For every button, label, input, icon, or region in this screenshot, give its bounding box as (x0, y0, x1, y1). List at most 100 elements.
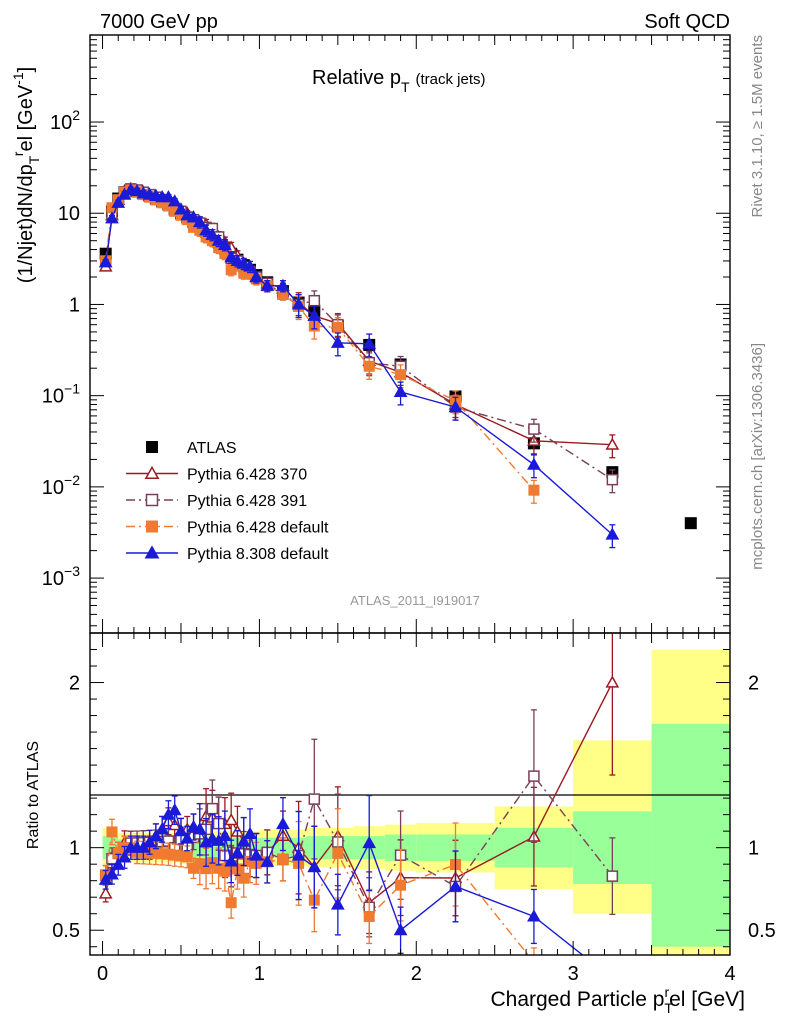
main-y-tick-label: 10−2 (42, 472, 80, 499)
ratio-series-3-point (106, 826, 118, 838)
series-4-line (105, 189, 613, 536)
series-4-point (236, 256, 251, 269)
x-tick-label: 1 (254, 963, 265, 985)
plot-title: Relative pT (track jets) (312, 67, 486, 95)
ratio-plot-panel: 0.5 0.5 1 1 2 2 0 1 2 3 4 Ratio to ATLAS Charged P… (25, 632, 776, 1016)
ratio-series-4-point (180, 831, 195, 844)
legend-marker-3 (146, 520, 158, 533)
ratio-series-4-point (236, 834, 251, 847)
series-4-point (218, 237, 232, 250)
legend-label-0: ATLAS (187, 440, 237, 457)
series-1-line (105, 188, 613, 446)
ratio-series-3-point (238, 872, 250, 884)
series-4-point (205, 227, 220, 240)
ratio-series-2-point (606, 870, 619, 882)
series-4-point (174, 202, 188, 215)
ratio-series-4-point (607, 973, 618, 983)
series-4-point (291, 297, 306, 310)
series-3-line (105, 189, 535, 491)
series-4-point (243, 259, 257, 272)
series-4-point (192, 214, 207, 228)
ratio-series-4-point (105, 867, 119, 880)
x-axis-label-main: Charged Particle p (490, 988, 664, 1011)
ratio-series-3-point (529, 957, 539, 967)
ratio-series-4-point (192, 822, 207, 835)
rivet-version-label: Rivet 3.1.10, ≥ 1.5M events (749, 35, 766, 218)
legend: ATLAS Pythia 6.428 370 Pythia 6.428 391 Pyt… (126, 440, 329, 563)
mcplots-label: mcplots.cern.ch [arXiv:1306.3436] (749, 343, 766, 570)
plot-title-subscript: T (401, 79, 410, 95)
ratio-y-tick-label: 0.5 (52, 920, 80, 942)
ratio-series-4-point (330, 897, 345, 910)
plot-title-main: Relative p (312, 67, 401, 89)
ratio-series-4-point (249, 848, 264, 861)
ratio-series-1-point (605, 675, 620, 688)
ratio-series-4-point (167, 803, 182, 816)
header-left: 7000 GeV pp (100, 11, 218, 33)
legend-label-1: Pythia 6.428 370 (187, 467, 307, 484)
legend-marker-4 (144, 545, 160, 559)
x-axis-label-suffix: el [GeV] (669, 988, 745, 1011)
ratio-series-2-point (206, 802, 219, 815)
series-4-point (276, 278, 290, 291)
ratio-series-4-point (224, 854, 239, 867)
ratio-series-3-point (181, 851, 193, 863)
ratio-series-4-point (362, 835, 377, 849)
ratio-y-tick-label: 2 (69, 673, 80, 695)
legend-label-2: Pythia 6.428 391 (187, 493, 307, 510)
x-axis-label: Charged Particle pTrel [GeV] (490, 984, 745, 1016)
ratio-series-3-point (225, 897, 237, 909)
series-4-point (161, 190, 176, 203)
ratio-series-4-point (117, 850, 132, 863)
ratio-y-axis-label: Ratio to ATLAS (25, 741, 42, 849)
x-tick-label: 2 (411, 963, 422, 985)
ratio-series-4-point (111, 857, 126, 870)
series-4-point (307, 308, 322, 321)
ratio-series-4-point (448, 879, 463, 892)
series-4-point (199, 223, 213, 236)
x-tick-label: 3 (568, 963, 579, 985)
ratio-band-green (651, 723, 730, 947)
series-4-point (249, 269, 264, 283)
main-y-axis-label: (1/Njet)dN/dpTrel [GeV-1] (10, 67, 42, 283)
series-4-point (260, 278, 275, 291)
series-4-point (167, 194, 182, 207)
ratio-series-4-point (276, 816, 290, 830)
main-plot-panel: 10−3 10−2 10−1 1 10 102 Relative pT (track jet… (10, 34, 731, 634)
ratio-series-1-point (98, 886, 113, 899)
main-y-tick-label: 1 (69, 294, 80, 316)
series-4-point (362, 336, 377, 349)
series-4-point (605, 527, 620, 540)
series-3-point (395, 369, 407, 381)
series-2-point (308, 294, 321, 307)
ratio-series-4-point (260, 854, 275, 867)
main-y-tick-label: 10 (58, 203, 80, 225)
legend-marker-2 (145, 493, 159, 507)
ratio-series-4-point (291, 848, 306, 861)
series-4-point (393, 384, 408, 397)
x-axis-label-sup: r (664, 984, 669, 1000)
ratio-y-tick-label-right: 1 (748, 838, 759, 860)
watermark: ATLAS_2011_I919017 (350, 593, 480, 608)
x-axis-label-sub: T (664, 1000, 673, 1016)
series-3-point (528, 484, 540, 496)
series-4-point (527, 457, 541, 470)
ratio-series-4-point (527, 909, 541, 922)
ratio-y-tick-label-right: 2 (748, 673, 759, 695)
ratio-series-3-point (363, 910, 375, 922)
ratio-series-2-point (528, 770, 540, 782)
series-4-point (186, 210, 201, 223)
ratio-series-4-point (243, 826, 257, 839)
legend-label-4: Pythia 8.308 default (187, 546, 329, 563)
series-2-point (528, 423, 540, 435)
series-2-point (606, 473, 619, 486)
main-plot-frame (89, 34, 731, 634)
series-3-point (363, 360, 375, 372)
ratio-series-4-point (230, 845, 245, 859)
ratio-series-2-point (308, 793, 321, 805)
ratio-series-4-point (307, 859, 322, 873)
series-0-point (684, 517, 697, 530)
series-4-point (111, 195, 126, 208)
legend-marker-1 (144, 465, 160, 480)
